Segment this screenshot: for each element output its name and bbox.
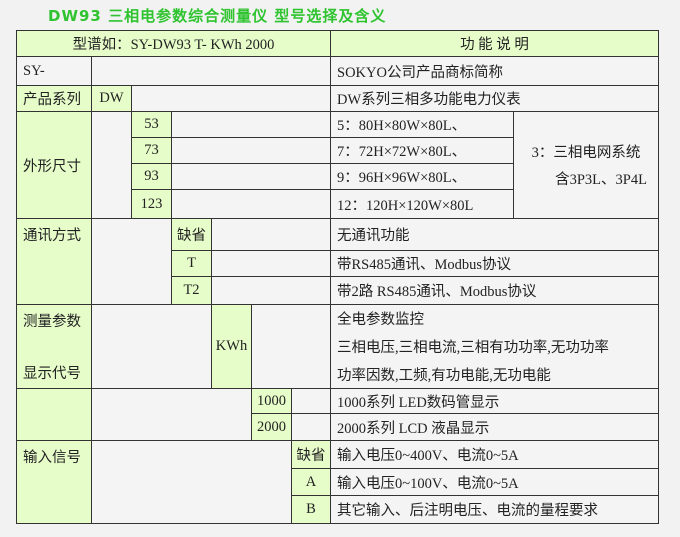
- sy-desc: SOKYO公司产品商标简称: [330, 56, 659, 86]
- size-desc: 7：72H×72W×80L、: [330, 137, 514, 164]
- size-note: 3：三相电网系统含3P3L、3P4L: [513, 111, 659, 219]
- display-code: 2000: [251, 413, 292, 441]
- input-label: 输入信号: [16, 440, 92, 524]
- comm-label: 通讯方式: [16, 218, 92, 305]
- measure-desc-line: 三相电压,三相电流,三相有功功率,无功功率: [337, 339, 609, 356]
- empty-cell: [171, 111, 331, 138]
- comm-code: T: [171, 250, 212, 277]
- measure-desc: 全电参数监控三相电压,三相电流,三相有功功率,无功功率 功率因数,工频,有功电能,…: [330, 304, 659, 389]
- empty-cell: [291, 388, 331, 414]
- empty-cell: [251, 304, 331, 389]
- display-label-cell: [16, 388, 92, 441]
- size-desc: 12：120H×120W×80L: [330, 189, 514, 219]
- measure-desc-line: 功率因数,工频,有功电能,无功电能: [337, 367, 551, 384]
- comm-desc: 带RS485通讯、Modbus协议: [330, 250, 659, 277]
- sy-code: SY-: [16, 56, 92, 86]
- input-desc: 其它输入、后注明电压、电流的量程要求: [330, 495, 659, 524]
- empty-cell: [171, 163, 331, 190]
- measure-label-bottom: 显示代号: [23, 366, 81, 382]
- input-code: A: [291, 468, 331, 496]
- measure-label-top: 测量参数: [23, 314, 81, 330]
- empty-cell: [91, 304, 212, 389]
- comm-code: T2: [171, 276, 212, 305]
- empty-cell: [91, 218, 172, 305]
- empty-cell: [171, 189, 331, 219]
- measure-code: KWh: [211, 304, 252, 389]
- series-code: DW: [91, 85, 132, 112]
- header-model-example: 型谱如：SY-DW93 T- KWh 2000: [16, 30, 331, 57]
- measure-label: 测量参数 显示代号: [16, 304, 92, 389]
- empty-cell: [91, 56, 331, 86]
- size-code: 93: [131, 163, 172, 190]
- comm-desc: 带2路 RS485通讯、Modbus协议: [330, 276, 659, 305]
- empty-cell: [211, 218, 331, 251]
- empty-cell: [211, 250, 331, 277]
- display-code: 1000: [251, 388, 292, 414]
- empty-cell: [91, 440, 292, 524]
- size-code: 123: [131, 189, 172, 219]
- series-desc: DW系列三相多功能电力仪表: [330, 85, 659, 112]
- empty-cell: [91, 388, 252, 441]
- empty-cell: [291, 413, 331, 441]
- size-code: 73: [131, 137, 172, 164]
- display-desc: 1000系列 LED数码管显示: [330, 388, 659, 414]
- size-desc: 5：80H×80W×80L、: [330, 111, 514, 138]
- comm-code: 缺省: [171, 218, 212, 251]
- page-title: DW93 三相电参数综合测量仪 型号选择及含义: [48, 7, 387, 25]
- input-code: B: [291, 495, 331, 524]
- header-function: 功 能 说 明: [330, 30, 659, 57]
- series-label: 产品系列: [16, 85, 92, 112]
- size-label: 外形尺寸: [16, 111, 92, 219]
- empty-cell: [211, 276, 331, 305]
- input-desc: 输入电压0~100V、电流0~5A: [330, 468, 659, 496]
- input-code: 缺省: [291, 440, 331, 469]
- empty-cell: [91, 111, 132, 219]
- empty-cell: [171, 137, 331, 164]
- size-note-line: 3：三相电网系统: [531, 145, 641, 161]
- size-code: 53: [131, 111, 172, 138]
- measure-desc-line: 全电参数监控: [337, 312, 424, 329]
- size-desc: 9：96H×96W×80L、: [330, 163, 514, 190]
- comm-desc: 无通讯功能: [330, 218, 659, 251]
- size-note-line: 含3P3L、3P4L: [555, 172, 647, 188]
- empty-cell: [131, 85, 331, 112]
- display-desc: 2000系列 LCD 液晶显示: [330, 413, 659, 441]
- input-desc: 输入电压0~400V、电流0~5A: [330, 440, 659, 469]
